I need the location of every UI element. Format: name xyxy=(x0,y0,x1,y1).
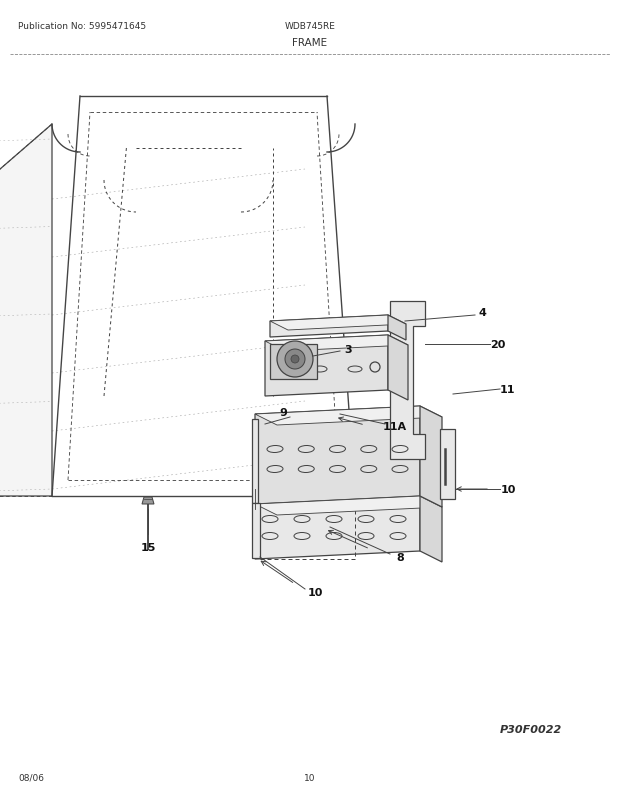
Text: 10: 10 xyxy=(304,773,316,782)
Polygon shape xyxy=(270,345,317,379)
Polygon shape xyxy=(252,419,258,504)
Text: WDB745RE: WDB745RE xyxy=(285,22,335,31)
Text: FRAME: FRAME xyxy=(293,38,327,48)
Polygon shape xyxy=(255,496,442,516)
Text: 11A: 11A xyxy=(383,422,407,431)
Polygon shape xyxy=(270,316,406,330)
Polygon shape xyxy=(265,335,388,396)
Polygon shape xyxy=(252,504,260,558)
Polygon shape xyxy=(440,429,455,500)
Polygon shape xyxy=(420,496,442,562)
Text: 9: 9 xyxy=(279,407,287,418)
Text: 8: 8 xyxy=(396,553,404,562)
Polygon shape xyxy=(388,335,408,400)
Text: 3: 3 xyxy=(344,345,352,354)
Polygon shape xyxy=(390,302,425,460)
Text: 08/06: 08/06 xyxy=(18,773,44,782)
Text: 10: 10 xyxy=(500,484,516,494)
Text: 10: 10 xyxy=(308,587,322,597)
Polygon shape xyxy=(265,335,408,351)
Text: 15: 15 xyxy=(140,542,156,553)
Polygon shape xyxy=(255,407,442,426)
Polygon shape xyxy=(142,497,154,504)
Text: 20: 20 xyxy=(490,339,506,350)
Text: 4: 4 xyxy=(478,308,486,318)
Text: P30F0022: P30F0022 xyxy=(500,724,562,734)
Circle shape xyxy=(291,355,299,363)
Polygon shape xyxy=(388,316,406,341)
Polygon shape xyxy=(420,407,442,508)
Polygon shape xyxy=(255,496,420,559)
Circle shape xyxy=(277,342,313,378)
Text: Publication No: 5995471645: Publication No: 5995471645 xyxy=(18,22,146,31)
Circle shape xyxy=(285,350,305,370)
Polygon shape xyxy=(270,316,388,338)
Polygon shape xyxy=(255,407,420,504)
Text: 11: 11 xyxy=(499,384,515,395)
Polygon shape xyxy=(0,125,52,496)
